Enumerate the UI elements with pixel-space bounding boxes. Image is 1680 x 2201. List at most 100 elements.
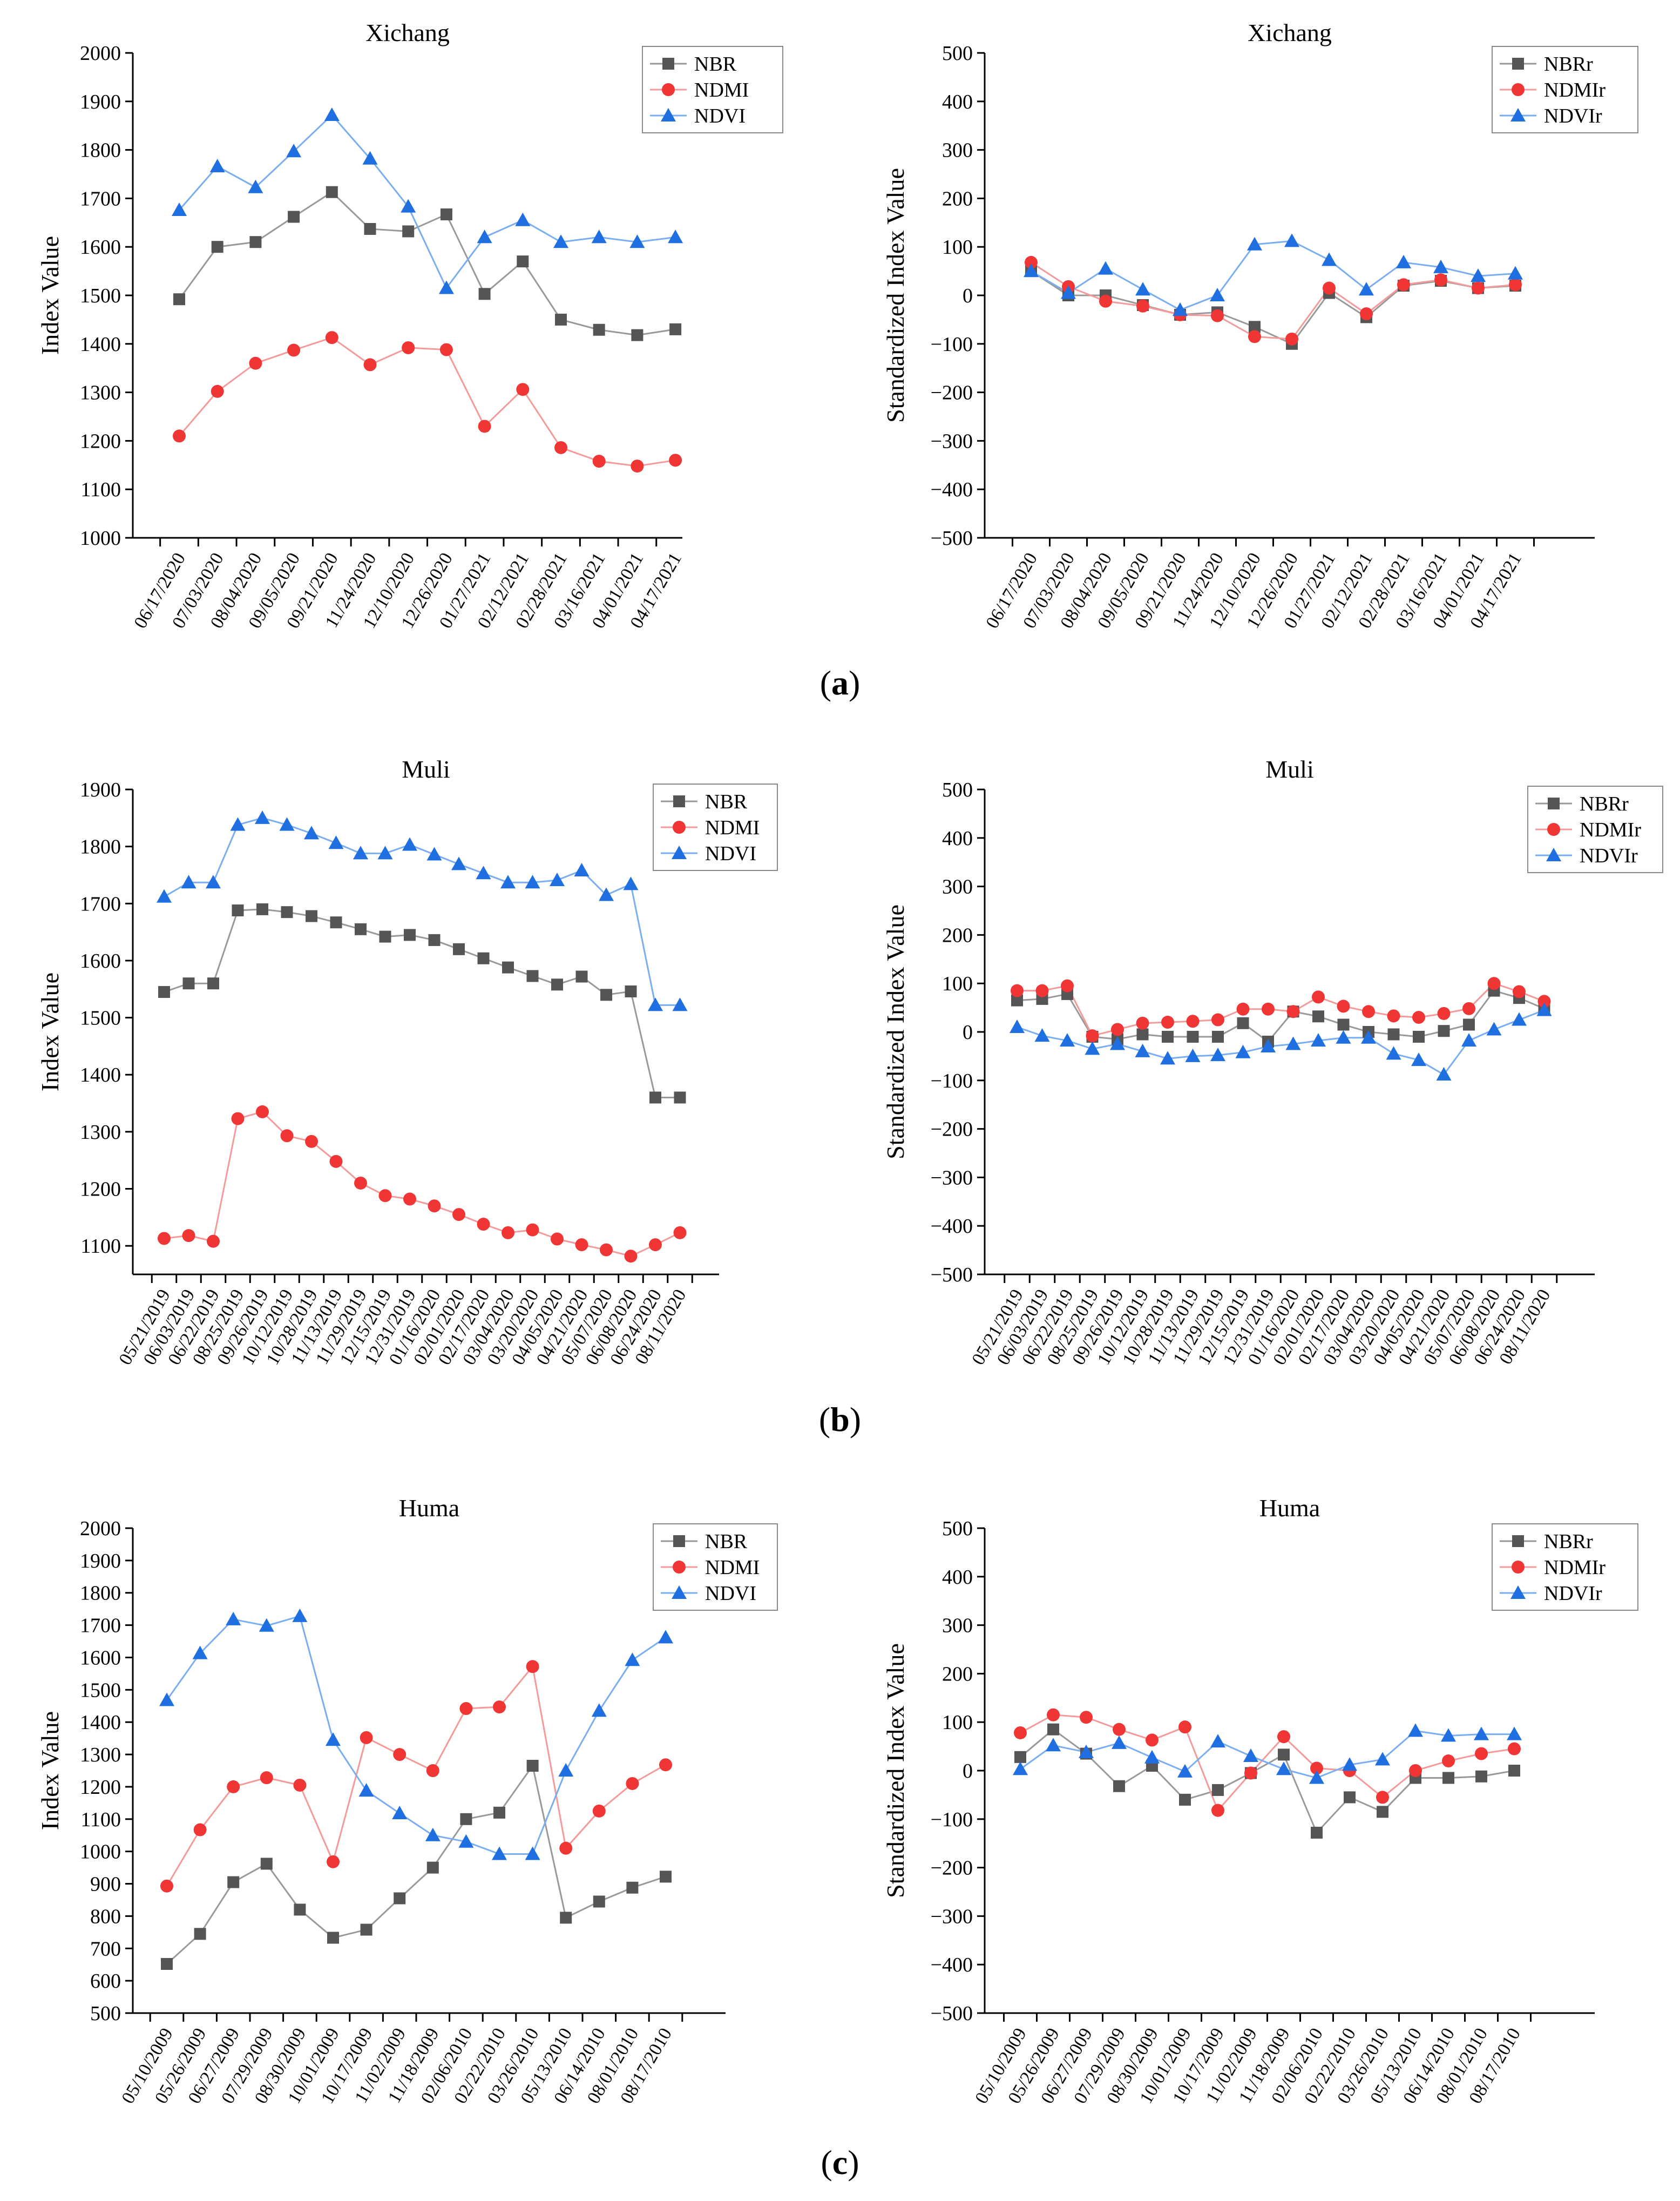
data-point-ndvir [1135, 1043, 1150, 1057]
data-point-nbrr [1047, 1723, 1059, 1736]
y-axis-title: Standardized Index Value [882, 168, 909, 423]
y-tick-label: 400 [942, 91, 973, 113]
data-point-ndmir [1248, 330, 1261, 343]
data-point-ndmi [493, 1700, 506, 1714]
data-point-ndmi [207, 1234, 220, 1248]
data-point-nbr [330, 916, 342, 929]
legend-marker [1510, 1585, 1526, 1599]
legend-label: NDMIr [1580, 819, 1641, 841]
data-point-ndmir [1262, 1002, 1275, 1016]
data-point-nbrr [1438, 1025, 1450, 1037]
data-point-ndmir [1513, 985, 1526, 998]
data-point-ndvi [209, 159, 225, 173]
data-point-ndmir [1310, 1761, 1323, 1775]
data-point-ndvi [591, 1703, 607, 1717]
data-point-nbr [194, 1928, 206, 1940]
data-point-ndmir [1236, 1002, 1250, 1016]
y-tick-label: 100 [942, 1711, 973, 1734]
data-point-ndmi [631, 460, 644, 473]
chart-2: −500 −400 −300 −200 −100 0 100 200 300 400 500 Stan… [882, 19, 1638, 632]
y-tick-label: 400 [942, 1566, 973, 1589]
data-point-ndvir [1361, 1030, 1376, 1044]
chart-6: −500 −400 −300 −200 −100 0 100 200 300 400 500 Stan… [882, 1494, 1638, 2107]
data-point-nbrr [1113, 1780, 1125, 1792]
data-point-nbr [428, 934, 441, 946]
data-point-ndmi [158, 1232, 171, 1245]
data-point-ndvi [553, 234, 568, 248]
y-axis-title: Standardized Index Value [882, 1643, 909, 1898]
y-tick-label: 1700 [80, 187, 121, 210]
legend-label: NBR [694, 53, 737, 76]
data-point-nbr [182, 977, 195, 990]
y-tick-label: 300 [942, 139, 973, 162]
data-point-nbrr [1278, 1748, 1290, 1761]
data-point-nbr [294, 1903, 306, 1916]
legend-marker [1546, 848, 1561, 861]
data-point-ndmi [256, 1105, 269, 1118]
data-point-ndvir [1210, 288, 1225, 301]
y-tick-label: 600 [90, 1970, 121, 1993]
data-point-ndmir [1508, 1742, 1521, 1756]
series-line-ndvir [1020, 1730, 1514, 1779]
data-point-ndmi [592, 1804, 606, 1818]
y-tick-label: −500 [931, 527, 973, 550]
data-point-ndvi [672, 997, 688, 1011]
data-point-nbrr [1014, 1751, 1026, 1763]
legend-marker [673, 1535, 685, 1547]
data-point-ndvir [1085, 1041, 1100, 1055]
data-point-ndmi [459, 1702, 473, 1716]
data-point-ndmir [1312, 990, 1325, 1004]
legend-label: NDVI [705, 842, 756, 865]
data-point-ndvir [1060, 1033, 1075, 1047]
data-point-ndvir [1311, 1033, 1326, 1047]
chart-title: Xichang [365, 19, 450, 46]
data-point-ndvi [328, 835, 344, 849]
y-tick-label: 300 [942, 1615, 973, 1637]
y-tick-label: 1300 [80, 1121, 121, 1144]
data-point-nbr [669, 323, 682, 335]
data-point-ndvi [157, 889, 172, 903]
legend-marker [661, 108, 676, 121]
data-point-ndvi [326, 1732, 341, 1746]
data-point-ndvi [292, 1608, 308, 1622]
data-point-nbrr [1311, 1826, 1323, 1839]
data-point-ndvir [1507, 1726, 1522, 1740]
series-line-ndvi [178, 113, 676, 290]
chart-title: Muli [402, 755, 450, 783]
y-tick-label: 200 [942, 924, 973, 947]
legend-label: NDVI [705, 1582, 756, 1605]
data-point-ndmir [1286, 1005, 1300, 1018]
data-point-ndmir [1475, 1747, 1488, 1760]
data-point-ndvir [1135, 282, 1150, 296]
data-point-ndvi [458, 1834, 474, 1848]
data-point-ndmir [1487, 977, 1501, 990]
data-point-nbr [404, 929, 416, 941]
y-tick-label: 200 [942, 1663, 973, 1685]
data-point-ndmir [1086, 1029, 1099, 1043]
data-point-ndvi [623, 876, 639, 890]
data-point-ndmir [1113, 1723, 1126, 1736]
series-line-ndvi [166, 1615, 666, 1855]
data-point-ndmi [600, 1243, 613, 1257]
data-point-nbrr [1508, 1765, 1520, 1777]
y-tick-label: −100 [931, 1070, 973, 1092]
data-point-ndvi [324, 107, 340, 121]
y-tick-label: 100 [942, 236, 973, 259]
data-point-ndvir [1144, 1750, 1160, 1764]
data-point-ndvi [515, 212, 531, 226]
data-point-ndvi [259, 1618, 274, 1632]
data-point-ndvi [500, 875, 516, 889]
y-tick-label: 1900 [80, 1550, 121, 1572]
legend-label: NDMIr [1544, 79, 1606, 102]
data-point-nbr [355, 923, 367, 935]
data-point-nbr [288, 211, 300, 223]
y-tick-label: 500 [942, 779, 973, 801]
data-point-ndmi [669, 454, 682, 467]
y-tick-label: 1000 [80, 1841, 121, 1864]
y-tick-label: 100 [942, 973, 973, 995]
y-tick-label: 800 [90, 1905, 121, 1928]
y-tick-label: 500 [942, 42, 973, 65]
data-point-nbrr [1387, 1028, 1400, 1041]
legend-marker [1548, 798, 1560, 809]
